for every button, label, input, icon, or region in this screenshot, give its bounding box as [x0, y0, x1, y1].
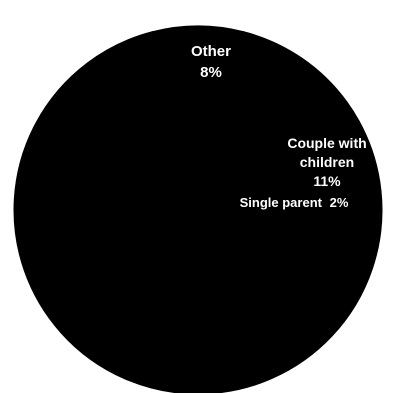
slice-label-single-parent: Single parent 2%	[240, 195, 349, 210]
pie-slice-remainder	[13, 31, 383, 393]
pie-slice-couple-with-children	[197, 31, 348, 212]
slice-label-couple-line-1: Couple with	[287, 135, 366, 151]
slice-value-couple: 11%	[313, 173, 341, 189]
slice-value-single-parent: 2%	[330, 195, 349, 210]
slice-label-couple-line-2: children	[300, 154, 354, 170]
pie-slices	[13, 25, 383, 393]
slice-label-single-parent-name: Single parent	[240, 195, 323, 210]
pie-slice-other	[151, 25, 245, 211]
slice-value-other: 8%	[200, 64, 222, 81]
pie-labels: Other 8% Couple with children 11% Single…	[191, 43, 367, 210]
slice-label-other: Other	[191, 43, 231, 60]
